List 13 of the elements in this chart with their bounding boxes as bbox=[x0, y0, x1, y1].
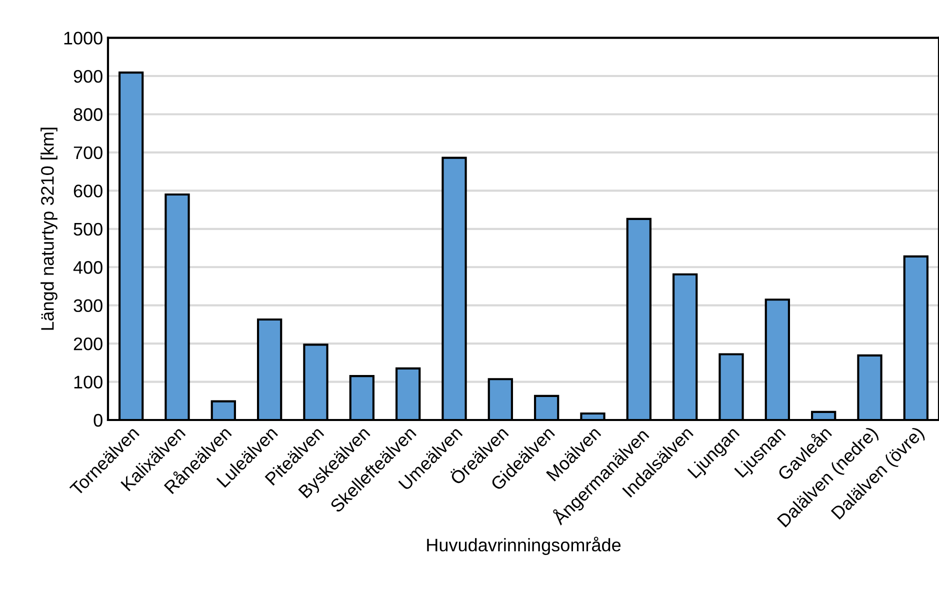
y-axis-title: Längd naturtyp 3210 [km] bbox=[40, 128, 58, 330]
y-tick-label: 200 bbox=[74, 337, 102, 350]
y-tick-label: 800 bbox=[74, 108, 102, 121]
y-tick-label: 300 bbox=[74, 299, 102, 312]
x-axis-title: Huvudavrinningsområde bbox=[427, 536, 621, 555]
y-tick-label: 700 bbox=[74, 146, 102, 160]
y-tick-label: 500 bbox=[74, 222, 102, 236]
y-tick-label: 1000 bbox=[64, 32, 102, 45]
y-tick-label: 100 bbox=[74, 376, 102, 388]
y-tick-label: 0 bbox=[94, 414, 102, 427]
y-tick-label: 400 bbox=[73, 261, 102, 274]
y-tick-label: 900 bbox=[74, 70, 102, 83]
y-tick-label: 600 bbox=[74, 184, 102, 198]
